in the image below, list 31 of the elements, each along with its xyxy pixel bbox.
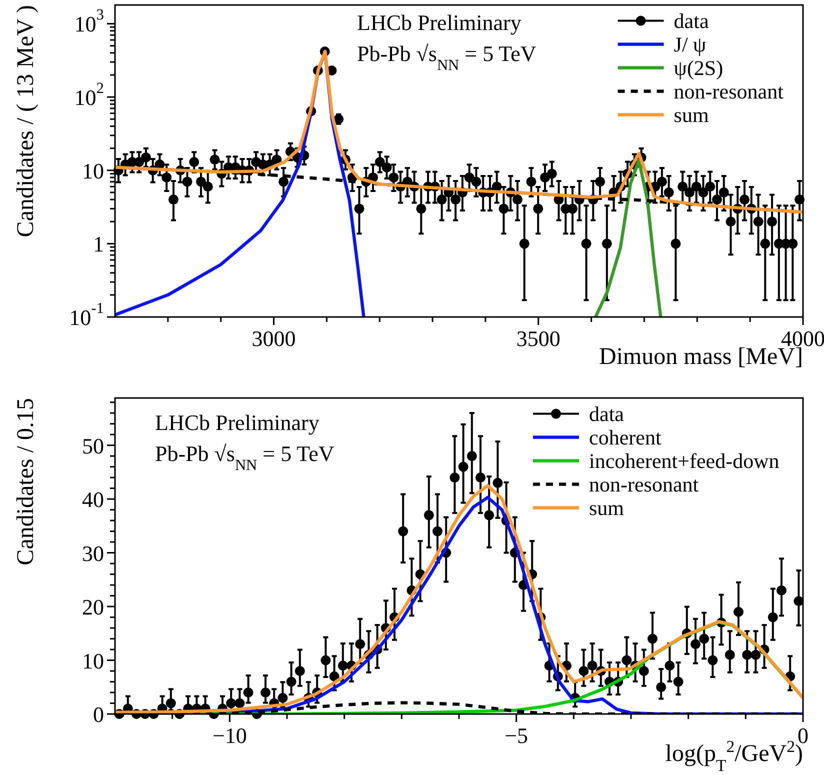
- y-tick-label: 0: [93, 702, 104, 726]
- annotation: LHCb Preliminary: [357, 10, 522, 35]
- y-tick-label: 10: [82, 648, 104, 673]
- y-tick-label: 1: [93, 231, 104, 256]
- y-tick-label: 40: [82, 486, 104, 512]
- legend-label: non-resonant: [674, 79, 784, 104]
- annotation: Pb-Pb √s$_{NN}$ = 5 TeV: [357, 41, 536, 74]
- y-tick-label: 10$^{3}$: [74, 6, 104, 36]
- legend-label: sum: [674, 102, 709, 127]
- legend-label: coherent: [589, 425, 662, 450]
- x-tick-label: −5: [504, 722, 528, 748]
- legend-label: incoherent+feed-down: [589, 448, 780, 473]
- x-tick-label: 3000: [252, 326, 296, 350]
- y-tick-label: 20: [82, 594, 104, 620]
- y-tick-label: 30: [82, 540, 104, 566]
- x-tick-label: 3500: [516, 326, 560, 350]
- y-tick-label: 50: [82, 432, 104, 458]
- legend-label: data: [589, 402, 625, 426]
- y-tick-label: 10$^{-1}$: [69, 300, 104, 330]
- legend-label: sum: [589, 496, 624, 520]
- annotation: LHCb Preliminary: [155, 410, 320, 435]
- legend-label: J/ ψ: [674, 32, 706, 56]
- y-axis-title: Candidates / ( 13 MeV ): [13, 5, 39, 238]
- y-axis-title: Candidates / 0.15: [13, 398, 39, 566]
- legend-label: data: [674, 8, 710, 33]
- legend-label: ψ(2S): [674, 56, 724, 80]
- annotation: Pb-Pb √s$_{NN}$ = 5 TeV: [155, 441, 334, 474]
- x-tick-label: −10: [212, 722, 247, 748]
- y-tick-label: 10: [82, 158, 104, 183]
- y-tick-label: 10$^{2}$: [74, 80, 104, 110]
- legend-label: non-resonant: [589, 472, 699, 496]
